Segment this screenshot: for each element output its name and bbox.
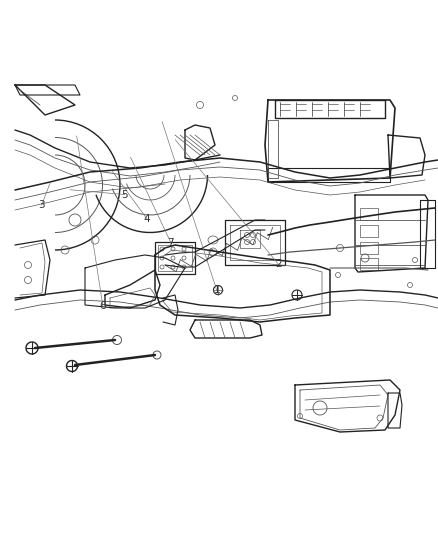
Bar (360, 242, 378, 254)
Text: 1: 1 (213, 286, 220, 295)
Text: 7: 7 (167, 238, 174, 247)
Bar (155, 242, 195, 274)
Text: 3: 3 (38, 200, 45, 210)
Text: 4: 4 (143, 214, 150, 223)
Bar (360, 258, 378, 270)
Text: 6: 6 (99, 302, 106, 311)
Bar (360, 225, 378, 237)
Text: 2: 2 (275, 259, 282, 269)
Bar (158, 245, 192, 271)
Bar (360, 208, 378, 220)
Text: 5: 5 (121, 190, 128, 199)
